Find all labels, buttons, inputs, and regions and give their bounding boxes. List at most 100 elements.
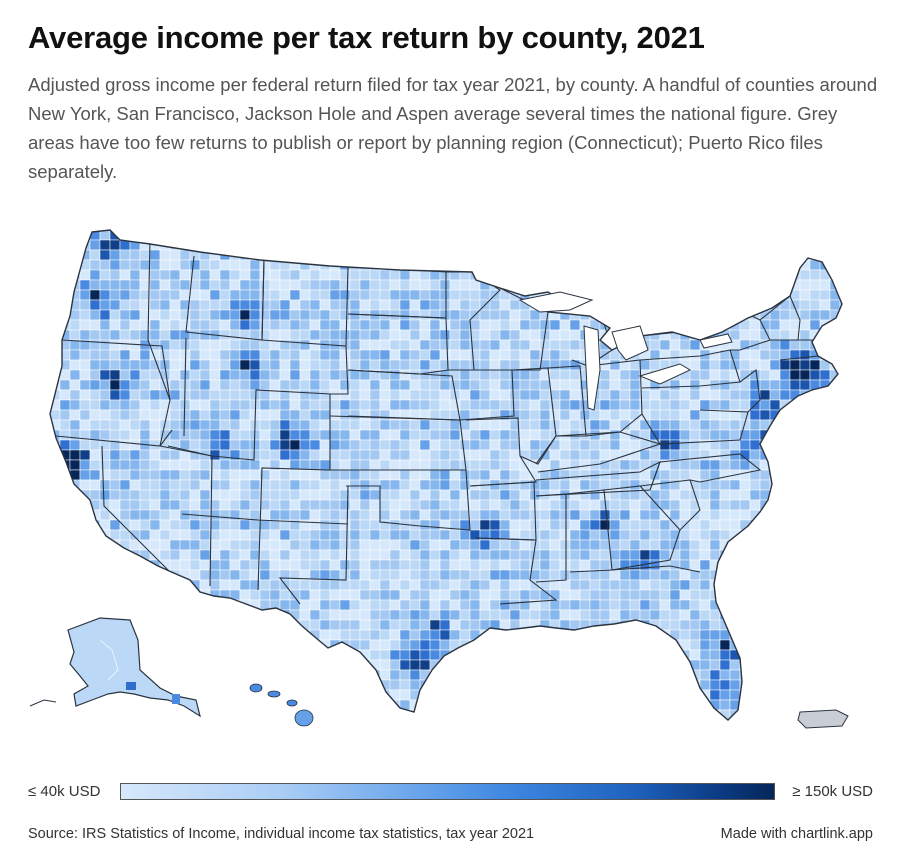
county-tile	[749, 329, 761, 341]
county-tile	[349, 239, 361, 251]
county-tile	[50, 509, 61, 521]
county-tile	[159, 709, 171, 720]
county-tile	[579, 230, 591, 231]
hawaii-big-island	[294, 709, 314, 727]
county-tile	[659, 639, 671, 651]
county-tile	[199, 479, 211, 491]
county-tile	[89, 479, 101, 491]
county-tile	[99, 539, 111, 551]
county-tile	[699, 459, 711, 471]
county-tile	[639, 669, 651, 681]
county-tile	[729, 569, 741, 581]
county-tile	[219, 599, 231, 611]
county-tile	[389, 319, 401, 331]
county-tile	[259, 339, 271, 351]
county-tile	[269, 439, 281, 451]
county-tile	[449, 709, 461, 720]
county-tile	[789, 659, 801, 671]
county-tile	[69, 459, 81, 471]
county-tile	[369, 529, 381, 541]
county-tile	[79, 529, 91, 541]
county-tile	[659, 719, 671, 720]
county-tile	[309, 679, 321, 691]
county-tile	[50, 409, 51, 421]
county-tile	[709, 230, 721, 241]
county-tile	[469, 259, 481, 271]
county-tile	[79, 559, 91, 571]
county-tile	[499, 309, 511, 321]
county-tile	[309, 659, 321, 671]
county-tile	[439, 549, 451, 561]
county-tile	[50, 559, 61, 571]
county-tile	[409, 329, 421, 341]
county-tile	[839, 459, 842, 471]
county-tile	[50, 489, 51, 501]
county-tile	[779, 629, 791, 641]
county-tile	[89, 449, 101, 461]
county-tile	[439, 299, 451, 311]
county-tile	[839, 419, 842, 431]
county-tile	[439, 569, 451, 581]
county-tile	[119, 589, 131, 601]
county-tile	[199, 429, 211, 441]
county-tile	[489, 679, 501, 691]
county-tile	[249, 379, 261, 391]
county-tile	[299, 599, 311, 611]
county-tile	[319, 399, 331, 411]
county-tile	[289, 469, 301, 481]
county-tile	[789, 539, 801, 551]
county-tile	[829, 469, 841, 481]
county-tile	[339, 449, 351, 461]
county-tile	[149, 289, 161, 301]
county-tile	[649, 569, 661, 581]
county-tile	[639, 679, 651, 691]
county-tile	[269, 709, 281, 720]
county-tile	[839, 559, 842, 571]
county-tile	[99, 309, 111, 321]
county-tile	[149, 230, 161, 241]
county-tile	[159, 319, 171, 331]
county-tile	[299, 459, 311, 471]
county-tile	[279, 619, 291, 631]
county-tile	[249, 489, 261, 501]
county-tile	[259, 439, 271, 451]
county-tile	[689, 589, 701, 601]
county-tile	[659, 689, 671, 701]
county-tile	[419, 319, 431, 331]
county-tile	[389, 369, 401, 381]
county-tile	[769, 499, 781, 511]
county-tile	[129, 469, 141, 481]
county-tile	[529, 679, 541, 691]
county-tile	[609, 719, 621, 720]
county-tile	[559, 249, 571, 261]
county-tile	[119, 319, 131, 331]
county-tile	[50, 519, 61, 531]
county-tile	[269, 659, 281, 671]
county-tile	[769, 709, 781, 720]
county-tile	[439, 419, 451, 431]
county-tile	[749, 319, 761, 331]
county-tile	[689, 529, 701, 541]
county-tile	[549, 569, 561, 581]
county-tile	[669, 249, 681, 261]
county-tile	[239, 369, 251, 381]
county-tile	[389, 230, 401, 241]
county-tile	[850, 420, 860, 430]
county-tile	[299, 319, 311, 331]
county-tile	[79, 469, 91, 481]
county-tile	[709, 659, 721, 671]
county-tile	[749, 409, 761, 421]
county-tile	[629, 709, 641, 720]
county-tile	[399, 289, 411, 301]
county-tile	[729, 389, 741, 401]
county-tile	[209, 649, 221, 661]
county-tile	[499, 230, 511, 241]
county-tile	[319, 309, 331, 321]
county-tile	[89, 529, 101, 541]
county-tile	[389, 399, 401, 411]
county-tile	[379, 279, 391, 291]
county-tile	[499, 239, 511, 251]
county-tile	[599, 379, 611, 391]
county-tile	[679, 269, 691, 281]
county-tile	[229, 709, 241, 720]
